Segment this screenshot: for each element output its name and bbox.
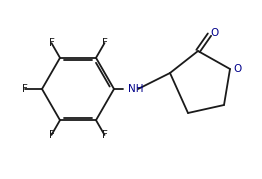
Text: F: F [48, 130, 54, 140]
Text: F: F [22, 84, 28, 94]
Text: F: F [48, 38, 54, 48]
Text: F: F [102, 130, 107, 140]
Text: NH: NH [128, 84, 144, 94]
Text: O: O [233, 64, 241, 74]
Text: F: F [102, 38, 107, 48]
Text: O: O [210, 28, 219, 38]
